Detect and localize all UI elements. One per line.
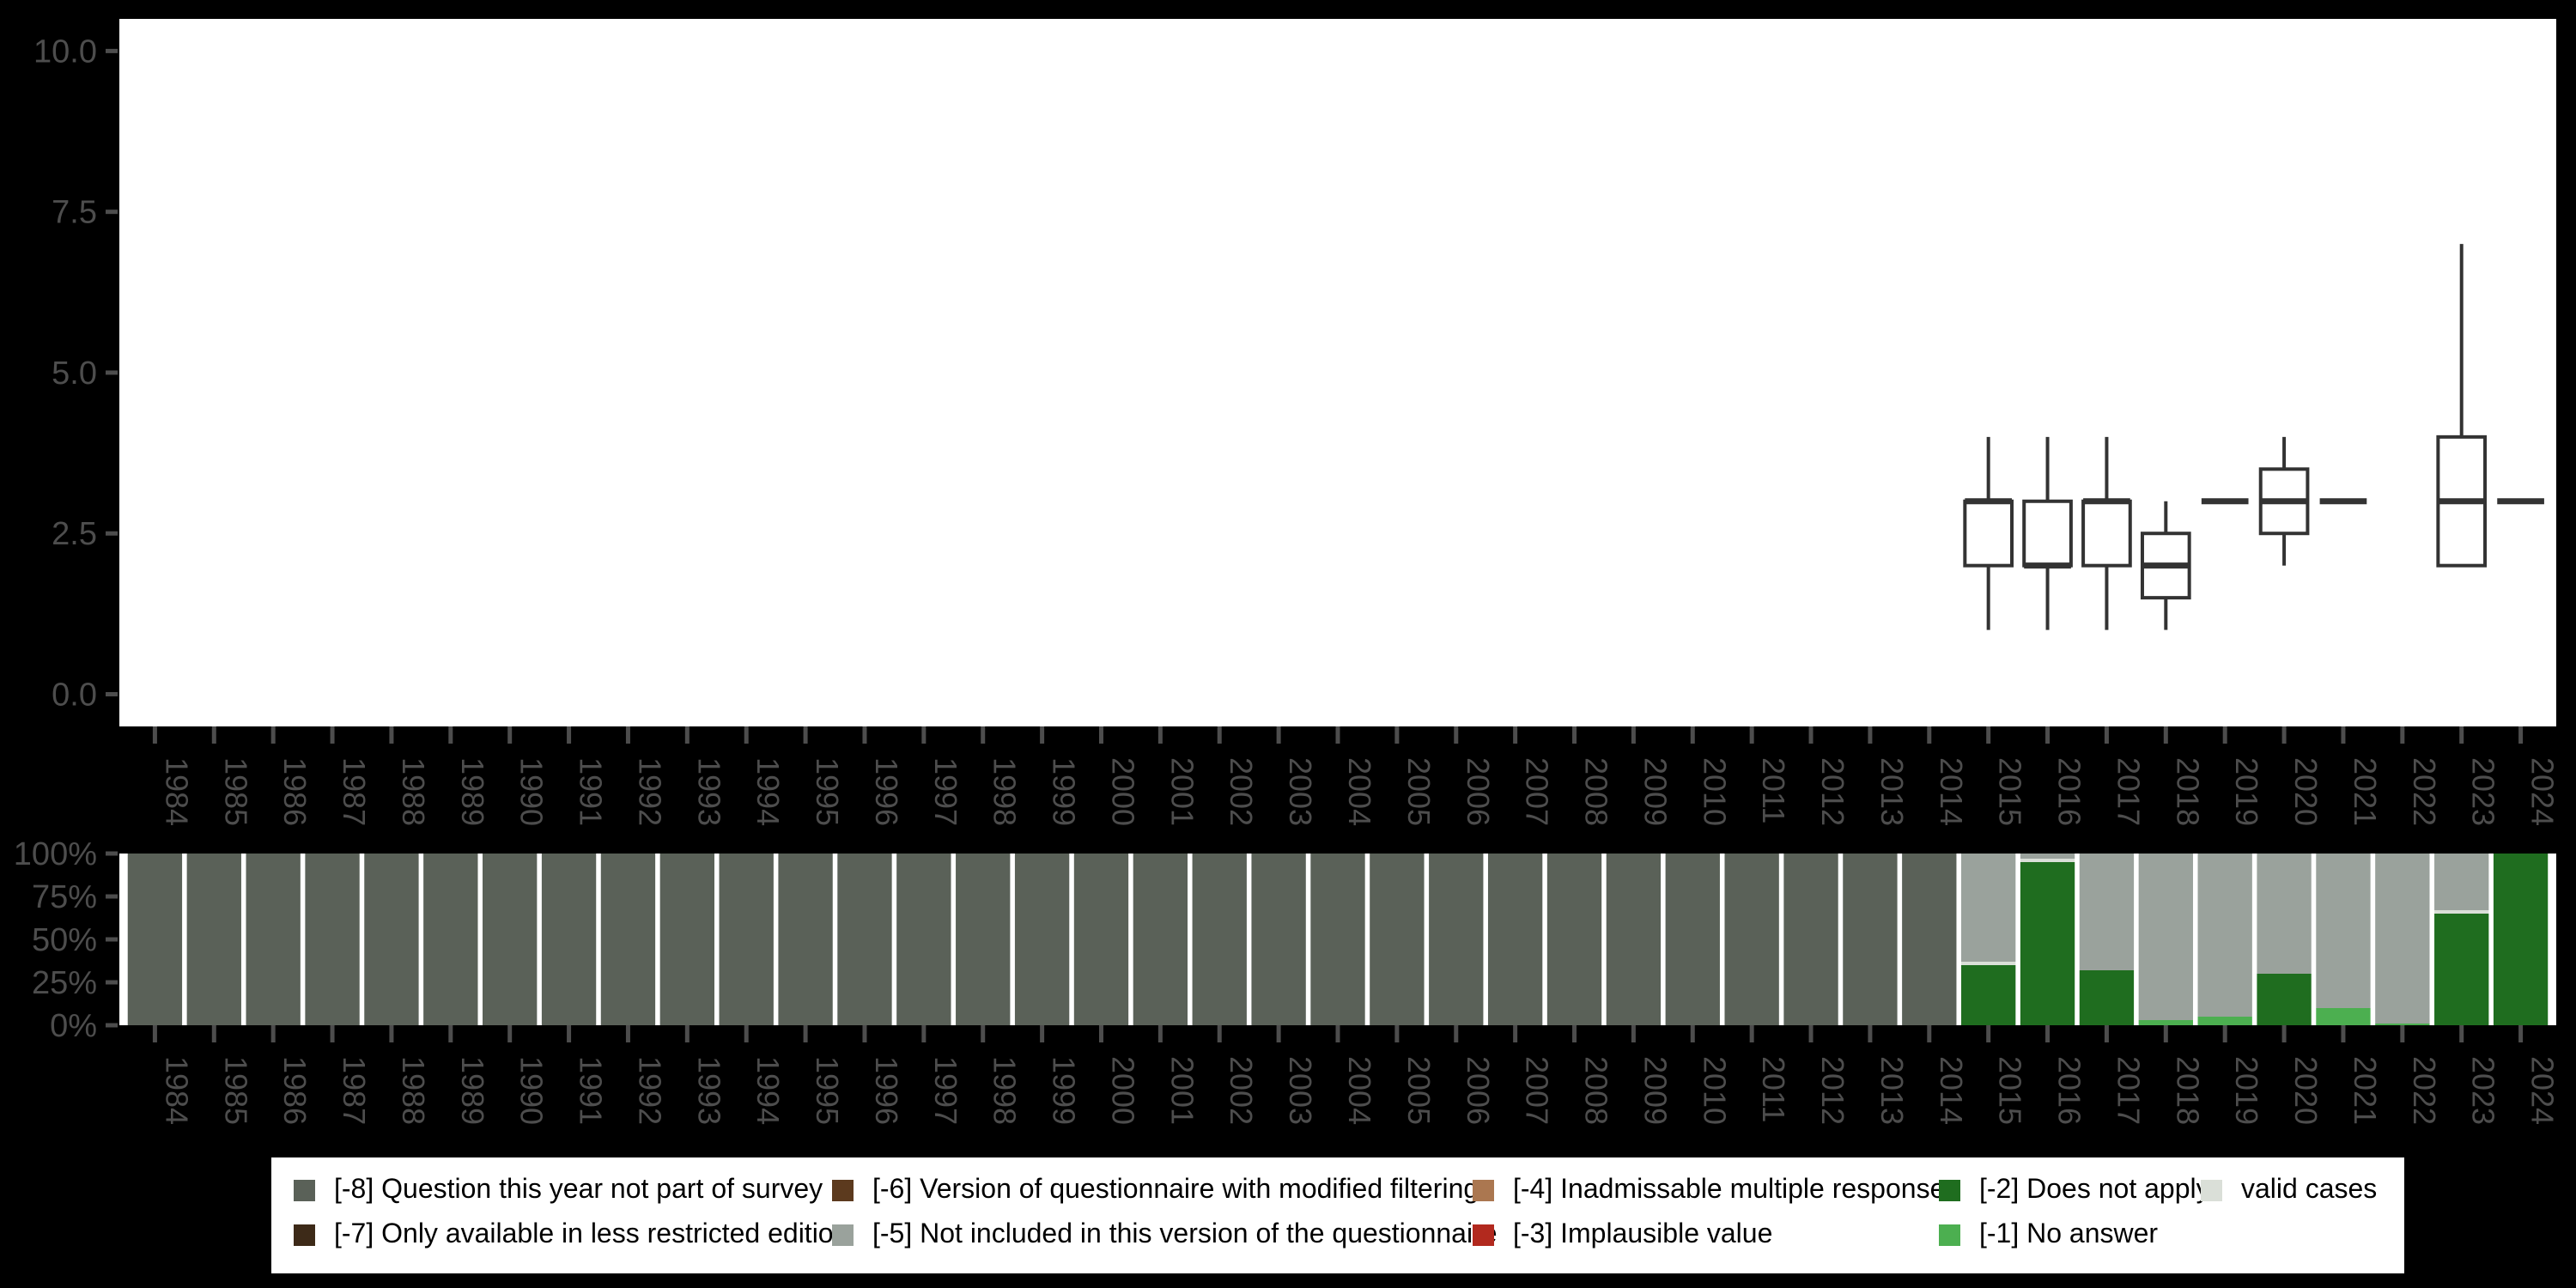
svg-text:[-6] Version of questionnaire: [-6] Version of questionnaire with modif… (872, 1173, 1479, 1204)
svg-text:[-1] No answer: [-1] No answer (1979, 1218, 2158, 1249)
svg-text:[-2] Does not apply: [-2] Does not apply (1979, 1173, 2210, 1204)
svg-text:[-4] Inadmissable multiple res: [-4] Inadmissable multiple response (1513, 1173, 1945, 1204)
svg-text:[-3] Implausible value: [-3] Implausible value (1513, 1218, 1772, 1249)
svg-text:valid cases: valid cases (2241, 1173, 2377, 1204)
svg-text:[-7] Only available in less re: [-7] Only available in less restricted e… (334, 1218, 848, 1249)
svg-text:[-8] Question this year not pa: [-8] Question this year not part of surv… (334, 1173, 823, 1204)
svg-text:[-5] Not included in this vers: [-5] Not included in this version of the… (872, 1218, 1498, 1249)
